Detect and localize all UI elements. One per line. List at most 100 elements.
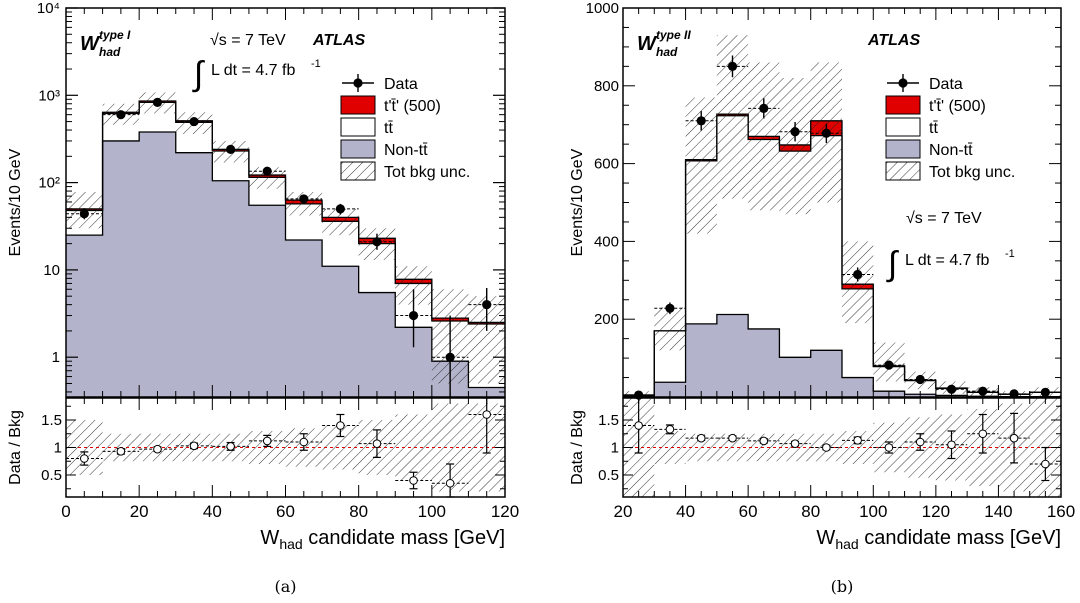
ratio-point xyxy=(372,439,382,448)
x-tick-label: 120 xyxy=(491,502,519,521)
data-point xyxy=(821,128,831,138)
data-point xyxy=(665,303,675,313)
legend-label: Tot bkg unc. xyxy=(384,164,470,181)
ratio-point xyxy=(665,425,675,434)
y-tick-label: 10² xyxy=(38,175,60,192)
ratio-point xyxy=(1009,433,1019,443)
legend-label: Data xyxy=(929,76,963,93)
ratio-y-tick-label: 0.5 xyxy=(41,467,62,484)
y-tick-label: 800 xyxy=(594,78,619,95)
y-tick-label: 10⁴ xyxy=(37,0,60,17)
x-tick-label: 100 xyxy=(859,502,887,521)
legend-swatch xyxy=(340,139,376,159)
uncertainty-band xyxy=(248,167,286,189)
data-point xyxy=(853,269,863,280)
non-ttbar-fill xyxy=(66,131,505,397)
ratio-point xyxy=(226,442,235,451)
ratio-y-tick-label: 1 xyxy=(54,440,62,457)
x-tick-label: 40 xyxy=(676,502,695,521)
x-tick-label: 80 xyxy=(801,502,820,521)
legend-data-marker xyxy=(353,78,363,88)
y-tick-label: 10 xyxy=(43,262,60,279)
legend-label: tt̄ xyxy=(929,120,938,137)
x-axis-label: Whad candidate mass [GeV] xyxy=(816,527,1061,552)
data-point xyxy=(915,374,925,385)
legend-swatch xyxy=(340,161,376,181)
panel-label: (a) xyxy=(274,577,296,596)
ratio-point xyxy=(947,440,956,450)
lumi-exponent: -1 xyxy=(311,58,321,70)
legend-data-marker xyxy=(898,78,908,88)
data-point xyxy=(408,310,419,321)
ratio-point xyxy=(759,436,769,446)
ratio-point xyxy=(728,433,737,443)
x-tick-label: 60 xyxy=(739,502,758,521)
data-point xyxy=(189,116,199,127)
data-point xyxy=(299,194,309,204)
panel-label: (b) xyxy=(831,577,854,596)
uncertainty-band xyxy=(842,241,874,324)
channel-label-sub: had xyxy=(656,45,678,59)
ratio-point xyxy=(79,454,89,463)
x-tick-label: 120 xyxy=(922,502,950,521)
x-tick-label: 60 xyxy=(276,502,295,521)
ratio-point xyxy=(790,439,800,448)
x-tick-label: 0 xyxy=(61,502,70,521)
data-point xyxy=(335,204,345,214)
data-point xyxy=(262,166,272,176)
uncertainty-band xyxy=(779,78,811,215)
ratio-point xyxy=(153,444,162,454)
legend-swatch xyxy=(885,95,921,115)
legend-swatch xyxy=(340,95,376,115)
x-tick-label: 80 xyxy=(349,502,368,521)
non-ttbar-outline xyxy=(66,131,505,389)
ratio-point xyxy=(189,441,199,451)
ratio-y-axis-label: Data / Bkg xyxy=(569,410,586,485)
data-point xyxy=(445,352,455,362)
ratio-point xyxy=(884,443,894,452)
x-tick-label: 140 xyxy=(984,502,1012,521)
x-axis-label: Whad candidate mass [GeV] xyxy=(260,527,505,552)
ratio-point xyxy=(336,421,345,430)
y-tick-label: 400 xyxy=(594,233,619,250)
data-point xyxy=(759,103,769,113)
ratio-point xyxy=(915,437,925,447)
lumi-label: L dt = 4.7 fb xyxy=(905,252,989,269)
data-point xyxy=(482,300,492,310)
chart-a: 1 10 10² 10³ 10⁴ 0.5 1 1.5 0 20 40 60 80 100 120 Events… xyxy=(7,0,519,596)
channel-label-sup: type II xyxy=(656,28,691,42)
x-tick-label: 20 xyxy=(130,502,149,521)
ratio-point xyxy=(409,476,418,485)
x-tick-label: 160 xyxy=(1047,502,1075,521)
lumi-exponent: -1 xyxy=(1005,248,1015,260)
y-tick-label: 600 xyxy=(594,156,619,173)
integral-sign: ∫ xyxy=(886,245,899,283)
legend-label: t't̄' (500) xyxy=(929,98,986,115)
legend-swatch xyxy=(885,139,921,159)
y-tick-label: 200 xyxy=(594,311,619,328)
legend-label: Non-tt̄ xyxy=(384,142,428,159)
ratio-point xyxy=(299,437,309,447)
x-tick-label: 20 xyxy=(614,502,633,521)
ratio-point xyxy=(634,421,643,430)
legend-swatch xyxy=(885,161,921,181)
atlas-label: ATLAS xyxy=(867,32,920,49)
y-axis-label: Events/10 GeV xyxy=(569,148,586,256)
y-tick-label: 1000 xyxy=(586,0,619,17)
ratio-uncertainty-band xyxy=(654,431,686,464)
uncertainty-band xyxy=(748,62,780,211)
atlas-label: ATLAS xyxy=(312,32,365,49)
ratio-y-tick-label: 1 xyxy=(611,440,619,457)
legend-label: Data xyxy=(384,76,418,93)
chart-b: 200 400 600 800 1000 0.5 1 1.5 20 40 60 80 100 120 140… xyxy=(569,0,1075,596)
ratio-y-tick-label: 0.5 xyxy=(598,467,619,484)
data-point xyxy=(790,127,800,137)
y-tick-label: 10³ xyxy=(38,87,60,104)
uncertainty-band xyxy=(654,307,686,351)
data-point xyxy=(884,360,894,370)
channel-label-sup: type I xyxy=(99,28,131,42)
ratio-uncertainty-band xyxy=(395,414,432,481)
legend-label: Tot bkg unc. xyxy=(929,164,1015,181)
ratio-y-tick-label: 1.5 xyxy=(598,412,619,429)
data-point xyxy=(79,209,89,219)
